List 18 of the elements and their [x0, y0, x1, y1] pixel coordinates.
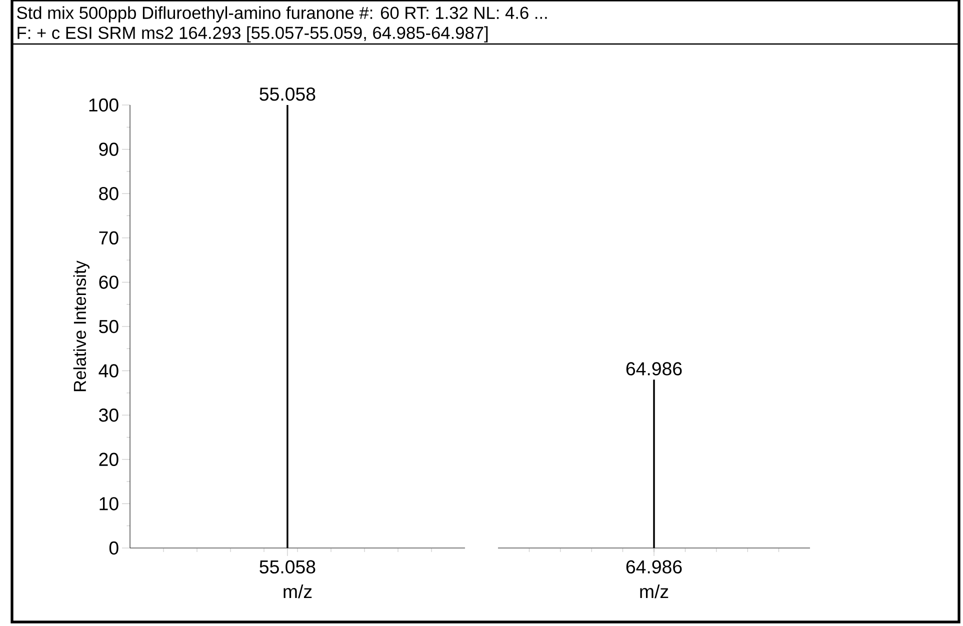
y-tick-label: 40 — [98, 364, 118, 378]
chart-title: Std mix 500ppb Difluroethyl-amino furanone #: 60 RT: 1.32 NL: 4.6 ... — [17, 6, 547, 22]
text: 55.058 — [260, 560, 316, 574]
x-axis-title: m/z — [284, 584, 312, 598]
y-tick-label: 60 — [99, 276, 118, 289]
y-tick-label: 70 — [99, 231, 118, 245]
y-tick-label: 90 — [99, 142, 118, 156]
annotation: 64.986 — [626, 362, 682, 376]
y-tick-label: 20 — [99, 452, 118, 466]
y-tick-label: 80 — [99, 186, 118, 200]
y-tick-label: 100 — [89, 98, 118, 112]
chart-subtitle: F: + c ESI SRM ms2 164.293 [55.057-55.059, 64.985-64.987] — [18, 26, 488, 42]
y-tick-label: 0 — [109, 541, 118, 555]
y-tick-label: 30 — [99, 408, 118, 422]
x-axis-title: m/z — [640, 584, 668, 598]
y-tick-label: 10 — [100, 497, 118, 510]
y-tick-label: 50 — [99, 320, 118, 334]
y-axis-title: Relative Intensity — [73, 260, 90, 392]
